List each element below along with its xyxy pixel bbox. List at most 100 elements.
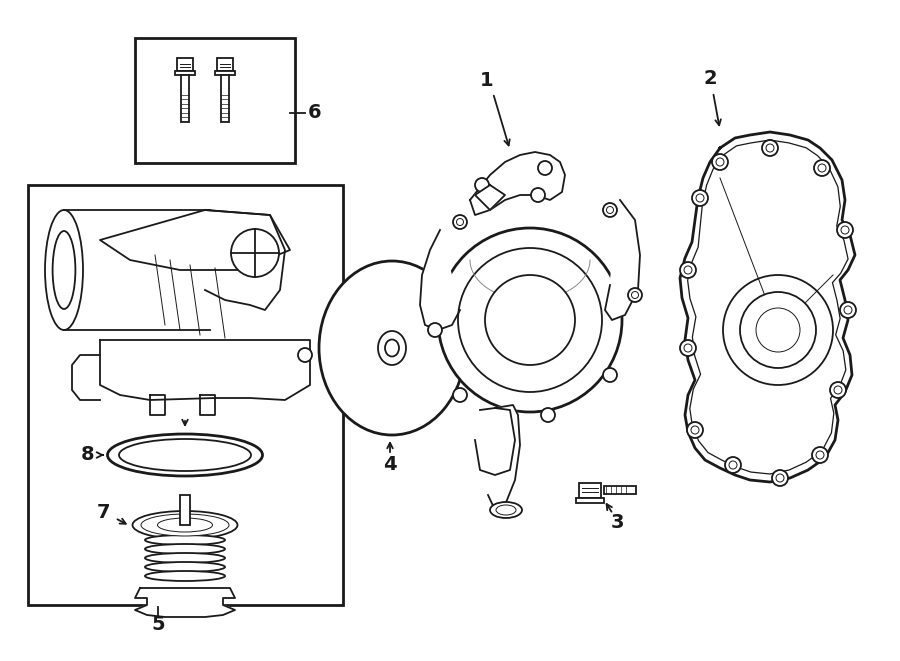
Bar: [177, 58, 194, 71]
Bar: [135, 38, 295, 163]
Bar: [180, 495, 190, 525]
Ellipse shape: [496, 505, 516, 515]
Circle shape: [840, 302, 856, 318]
Circle shape: [812, 447, 828, 463]
Circle shape: [818, 164, 826, 172]
Circle shape: [456, 219, 464, 225]
Ellipse shape: [145, 553, 225, 563]
Circle shape: [485, 275, 575, 365]
Circle shape: [680, 340, 696, 356]
Polygon shape: [150, 395, 165, 415]
Ellipse shape: [145, 571, 225, 581]
Circle shape: [298, 348, 312, 362]
Ellipse shape: [319, 261, 465, 435]
Polygon shape: [475, 185, 505, 210]
Bar: [28, 185, 343, 605]
Polygon shape: [605, 200, 640, 320]
Circle shape: [729, 461, 737, 469]
Circle shape: [696, 194, 704, 202]
Circle shape: [766, 144, 774, 152]
Bar: [604, 486, 636, 494]
Circle shape: [844, 306, 852, 314]
Bar: [215, 71, 235, 75]
Circle shape: [684, 266, 692, 274]
Circle shape: [541, 408, 555, 422]
Text: 2: 2: [703, 69, 716, 87]
Bar: [490, 445, 515, 510]
Ellipse shape: [132, 511, 238, 539]
Circle shape: [607, 206, 614, 214]
Circle shape: [772, 470, 788, 486]
Polygon shape: [470, 152, 565, 215]
Bar: [576, 498, 604, 502]
Polygon shape: [72, 355, 100, 400]
Circle shape: [458, 248, 602, 392]
Ellipse shape: [490, 502, 522, 518]
Bar: [217, 58, 233, 71]
Polygon shape: [488, 405, 520, 510]
Circle shape: [816, 451, 824, 459]
Circle shape: [687, 422, 703, 438]
Ellipse shape: [385, 340, 399, 356]
Polygon shape: [420, 230, 460, 330]
Text: 4: 4: [383, 455, 397, 475]
Ellipse shape: [378, 331, 406, 365]
Ellipse shape: [119, 439, 251, 471]
Text: 7: 7: [96, 502, 110, 522]
Text: 6: 6: [308, 104, 321, 122]
Circle shape: [756, 308, 800, 352]
Circle shape: [740, 292, 816, 368]
Circle shape: [762, 140, 778, 156]
Text: 1: 1: [481, 71, 494, 89]
Circle shape: [438, 228, 622, 412]
Polygon shape: [135, 588, 235, 617]
Polygon shape: [680, 132, 855, 482]
Bar: [176, 71, 195, 75]
Circle shape: [538, 161, 552, 175]
Bar: [221, 75, 229, 122]
Circle shape: [453, 388, 467, 402]
Circle shape: [453, 215, 467, 229]
Ellipse shape: [145, 544, 225, 554]
Ellipse shape: [45, 210, 83, 330]
Bar: [181, 75, 189, 122]
Circle shape: [841, 226, 849, 234]
Polygon shape: [100, 340, 310, 400]
Circle shape: [475, 178, 489, 192]
Ellipse shape: [107, 434, 263, 476]
Circle shape: [691, 426, 699, 434]
Ellipse shape: [52, 231, 76, 309]
Bar: [579, 483, 601, 498]
Circle shape: [725, 457, 741, 473]
Circle shape: [603, 203, 617, 217]
Circle shape: [837, 222, 853, 238]
Circle shape: [684, 344, 692, 352]
Circle shape: [692, 190, 708, 206]
Circle shape: [231, 229, 279, 277]
Circle shape: [680, 262, 696, 278]
Text: 3: 3: [610, 514, 624, 533]
Circle shape: [830, 382, 846, 398]
Circle shape: [716, 158, 724, 166]
Circle shape: [776, 474, 784, 482]
Circle shape: [723, 275, 833, 385]
Circle shape: [428, 323, 442, 337]
Ellipse shape: [141, 514, 229, 536]
Text: 8: 8: [81, 446, 94, 465]
Polygon shape: [475, 408, 515, 475]
Ellipse shape: [145, 562, 225, 572]
Circle shape: [814, 160, 830, 176]
Text: 5: 5: [151, 615, 165, 635]
Polygon shape: [205, 210, 285, 310]
Circle shape: [603, 368, 617, 382]
Circle shape: [834, 386, 842, 394]
Ellipse shape: [158, 518, 212, 532]
Circle shape: [531, 188, 545, 202]
Circle shape: [712, 154, 728, 170]
Polygon shape: [200, 395, 215, 415]
Bar: [64, 210, 210, 330]
Ellipse shape: [145, 535, 225, 545]
Circle shape: [632, 292, 638, 299]
Polygon shape: [100, 210, 290, 270]
Circle shape: [628, 288, 642, 302]
